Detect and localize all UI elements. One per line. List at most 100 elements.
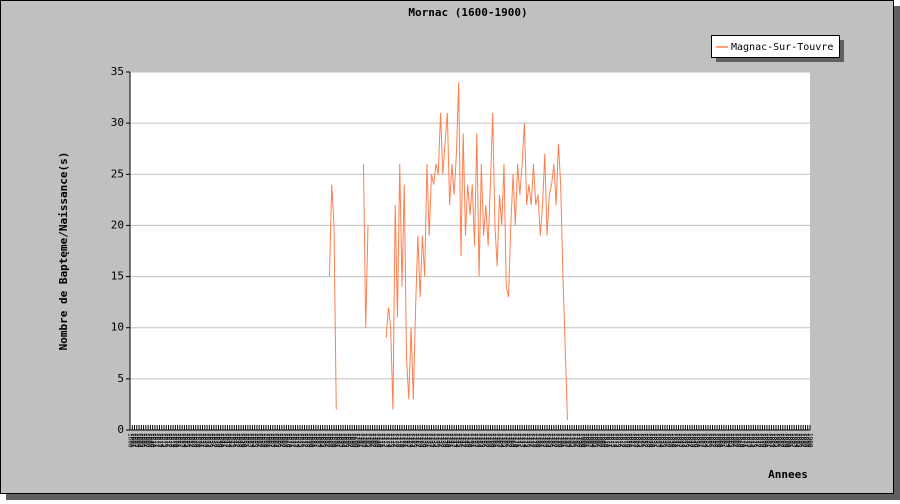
x-tick-label: 1606 <box>140 433 147 448</box>
x-tick-label: 1619 <box>170 433 177 448</box>
x-tick-label: 1873 <box>745 433 752 448</box>
x-tick-label: 1712 <box>380 433 387 448</box>
x-tick-label: 1765 <box>501 433 508 448</box>
x-tick-label: 1825 <box>637 433 644 448</box>
x-tick-label: 1849 <box>691 433 698 448</box>
x-tick-label: 1658 <box>258 433 265 448</box>
x-tick-label: 1864 <box>725 433 732 448</box>
x-tick-label: 1843 <box>677 433 684 448</box>
x-tick-label: 1617 <box>165 433 172 448</box>
x-tick-label: 1621 <box>174 433 181 448</box>
x-tick-label: 1685 <box>319 433 326 448</box>
y-tick-label: 20 <box>111 218 124 231</box>
x-tick-label: 1889 <box>782 433 789 448</box>
x-tick-label: 1837 <box>664 433 671 448</box>
x-tick-label: 1635 <box>206 433 213 448</box>
x-tick-label: 1724 <box>408 433 415 448</box>
x-tick-label: 1669 <box>283 433 290 448</box>
x-tick-label: 1650 <box>240 433 247 448</box>
x-tick-label: 1771 <box>514 433 521 448</box>
x-tick-label: 1770 <box>512 433 519 448</box>
x-tick-label: 1745 <box>455 433 462 448</box>
x-tick-label: 1775 <box>523 433 530 448</box>
x-tick-label: 1630 <box>195 433 202 448</box>
x-tick-label: 1790 <box>557 433 564 448</box>
x-tick-label: 1803 <box>587 433 594 448</box>
x-tick-label: 1882 <box>766 433 773 448</box>
x-tick-label: 1704 <box>362 433 369 448</box>
x-tick-label: 1629 <box>192 433 199 448</box>
x-tick-label: 1865 <box>727 433 734 448</box>
x-tick-label: 1689 <box>328 433 335 448</box>
x-tick-label: 1698 <box>349 433 356 448</box>
x-tick-label: 1607 <box>142 433 149 448</box>
x-tick-label: 1609 <box>147 433 154 448</box>
x-tick-label: 1820 <box>625 433 632 448</box>
x-tick-label: 1896 <box>797 433 804 448</box>
x-tick-label: 1888 <box>779 433 786 448</box>
x-tick-label: 1675 <box>297 433 304 448</box>
x-tick-label: 1881 <box>763 433 770 448</box>
x-tick-label: 1733 <box>428 433 435 448</box>
x-tick-label: 1763 <box>496 433 503 448</box>
x-tick-label: 1812 <box>607 433 614 448</box>
x-tick-label: 1806 <box>593 433 600 448</box>
x-tick-label: 1636 <box>208 433 215 448</box>
x-tick-label: 1869 <box>736 433 743 448</box>
x-tick-label: 1665 <box>274 433 281 448</box>
x-tick-label: 1603 <box>133 433 140 448</box>
x-tick-label: 1700 <box>353 433 360 448</box>
x-tick-label: 1637 <box>210 433 217 448</box>
x-tick-label: 1691 <box>333 433 340 448</box>
x-tick-label: 1794 <box>566 433 573 448</box>
x-tick-label: 1664 <box>272 433 279 448</box>
x-tick-label: 1834 <box>657 433 664 448</box>
x-tick-label: 1690 <box>331 433 338 448</box>
x-tick-label: 1662 <box>267 433 274 448</box>
x-tick-label: 1678 <box>303 433 310 448</box>
x-tick-label: 1792 <box>562 433 569 448</box>
x-tick-label: 1848 <box>689 433 696 448</box>
chart-title: Mornac (1600-1900) <box>408 6 527 19</box>
x-tick-label: 1871 <box>741 433 748 448</box>
x-tick-label: 1738 <box>439 433 446 448</box>
x-tick-label: 1818 <box>621 433 628 448</box>
x-tick-label: 1769 <box>510 433 517 448</box>
x-tick-label: 1828 <box>643 433 650 448</box>
x-tick-label: 1816 <box>616 433 623 448</box>
x-tick-label: 1836 <box>661 433 668 448</box>
x-tick-label: 1897 <box>800 433 807 448</box>
x-tick-label: 1731 <box>423 433 430 448</box>
x-tick-label: 1605 <box>138 433 145 448</box>
x-tick-label: 1622 <box>176 433 183 448</box>
x-tick-label: 1800 <box>580 433 587 448</box>
x-tick-label: 1710 <box>376 433 383 448</box>
x-tick-label: 1767 <box>505 433 512 448</box>
x-tick-label: 1768 <box>507 433 514 448</box>
x-tick-label: 1612 <box>154 433 161 448</box>
x-tick-label: 1756 <box>480 433 487 448</box>
x-tick-label: 1615 <box>161 433 168 448</box>
x-tick-label: 1898 <box>802 433 809 448</box>
x-tick-label: 1668 <box>281 433 288 448</box>
x-tick-label: 1810 <box>603 433 610 448</box>
x-tick-label: 1655 <box>251 433 258 448</box>
x-tick-label: 1604 <box>136 433 143 448</box>
x-tick-label: 1711 <box>378 433 385 448</box>
x-tick-label: 1821 <box>627 433 634 448</box>
x-tick-label: 1801 <box>582 433 589 448</box>
x-tick-label: 1894 <box>793 433 800 448</box>
x-tick-label: 1633 <box>201 433 208 448</box>
x-tick-label: 1732 <box>426 433 433 448</box>
x-tick-label: 1783 <box>541 433 548 448</box>
x-tick-label: 1786 <box>548 433 555 448</box>
x-tick-label: 1642 <box>222 433 229 448</box>
x-tick-label: 1736 <box>435 433 442 448</box>
x-tick-label: 1835 <box>659 433 666 448</box>
x-tick-label: 1796 <box>571 433 578 448</box>
x-tick-label: 1638 <box>213 433 220 448</box>
x-tick-label: 1760 <box>489 433 496 448</box>
x-tick-label: 1702 <box>358 433 365 448</box>
x-tick-label: 1719 <box>396 433 403 448</box>
x-tick-label: 1723 <box>405 433 412 448</box>
